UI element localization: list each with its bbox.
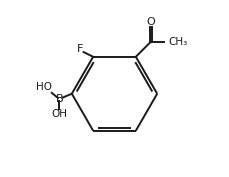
Text: CH₃: CH₃ bbox=[169, 37, 188, 47]
Text: F: F bbox=[77, 44, 83, 54]
Text: HO: HO bbox=[36, 82, 52, 92]
Text: O: O bbox=[146, 17, 155, 27]
Text: B: B bbox=[55, 94, 63, 104]
Text: OH: OH bbox=[51, 109, 67, 119]
